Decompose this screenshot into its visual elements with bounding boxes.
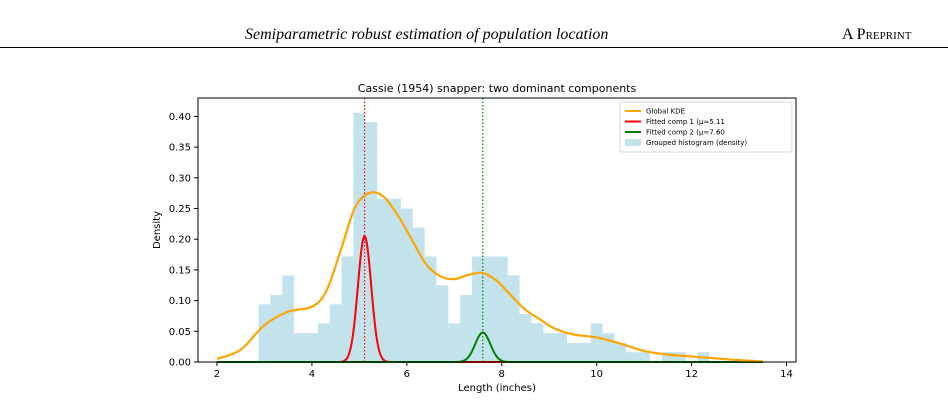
y-tick-label: 0.00 bbox=[169, 358, 191, 369]
histogram-bar bbox=[578, 342, 591, 362]
histogram-bar bbox=[507, 275, 520, 362]
x-tick-label: 6 bbox=[404, 369, 410, 380]
histogram-bar bbox=[424, 256, 437, 362]
legend-box bbox=[619, 101, 793, 153]
histogram-bar bbox=[614, 342, 627, 362]
histogram-bar bbox=[555, 333, 568, 362]
histogram-bar bbox=[412, 227, 425, 362]
histogram-bar bbox=[543, 333, 556, 362]
legend-entry-histogram: Grouped histogram (density) bbox=[646, 139, 747, 147]
legend-entry-comp2: Fitted comp 2 (μ≈7.60 bbox=[646, 129, 725, 137]
histogram-bars bbox=[258, 112, 710, 362]
histogram-bar bbox=[341, 256, 354, 362]
y-tick-label: 0.15 bbox=[169, 265, 191, 276]
histogram-bar bbox=[531, 323, 544, 362]
histogram-bar bbox=[602, 333, 615, 362]
y-tick-label: 0.25 bbox=[169, 204, 191, 215]
header-rule bbox=[0, 47, 948, 48]
legend-entry-kde: Global KDE bbox=[646, 108, 685, 116]
y-tick-label: 0.30 bbox=[169, 173, 191, 184]
histogram-bar bbox=[400, 208, 413, 362]
x-tick-label: 4 bbox=[309, 369, 315, 380]
plot-frame bbox=[197, 97, 797, 363]
histogram-bar bbox=[495, 256, 508, 362]
legend: Global KDE Fitted comp 1 (μ≈5.11 Fitted co… bbox=[619, 101, 793, 153]
y-tick-label: 0.20 bbox=[169, 235, 191, 246]
y-tick-label: 0.10 bbox=[169, 296, 191, 307]
histogram-bar bbox=[661, 352, 674, 362]
histogram-bar bbox=[448, 323, 461, 362]
histogram-bar bbox=[270, 295, 283, 362]
running-title: Semiparametric robust estimation of popu… bbox=[245, 26, 609, 43]
histogram-bar bbox=[436, 285, 449, 362]
legend-entry-comp1: Fitted comp 1 (μ≈5.11 bbox=[646, 118, 725, 126]
x-axis-title: Length (inches) bbox=[458, 383, 536, 394]
histogram-bar bbox=[317, 323, 330, 362]
x-tick-label: 2 bbox=[214, 369, 220, 380]
histogram-bar bbox=[638, 352, 651, 362]
y-axis-title: Density bbox=[152, 211, 163, 249]
histogram-bar bbox=[673, 352, 686, 362]
histogram-bar bbox=[329, 304, 342, 362]
density-chart: 2 4 6 8 10 12 14 0.000.050.100.150.200.250.300… bbox=[152, 82, 797, 394]
legend-swatch bbox=[625, 139, 641, 146]
x-axis-ticks: 2 4 6 8 10 12 14 bbox=[214, 362, 793, 380]
histogram-bar bbox=[305, 333, 318, 362]
histogram-bar bbox=[460, 295, 473, 362]
histogram-bar bbox=[389, 198, 401, 362]
y-tick-label: 0.35 bbox=[169, 143, 191, 154]
histogram-bar bbox=[626, 352, 639, 362]
kde-curve bbox=[216, 191, 763, 363]
x-tick-label: 10 bbox=[590, 369, 603, 380]
x-tick-label: 12 bbox=[685, 369, 698, 380]
histogram-bar bbox=[590, 323, 603, 362]
figure: 2 4 6 8 10 12 14 0.00 0.05 0.10 0.15 0.20 0.25 0.30 0… bbox=[0, 60, 948, 401]
histogram-bar bbox=[519, 314, 532, 362]
x-tick-label: 8 bbox=[499, 369, 505, 380]
histogram-bar bbox=[377, 198, 390, 362]
histogram-bar bbox=[365, 121, 378, 362]
chart-title: Cassie (1954) snapper: two dominant comp… bbox=[358, 82, 637, 95]
histogram-bar bbox=[353, 112, 366, 362]
histogram-bar bbox=[567, 342, 579, 362]
running-header: Semiparametric robust estimation of popu… bbox=[0, 0, 948, 48]
preprint-label: A Preprint bbox=[842, 26, 912, 43]
y-tick-label: 0.05 bbox=[169, 327, 191, 338]
histogram-bar bbox=[472, 256, 484, 362]
histogram-bar bbox=[483, 256, 496, 362]
y-tick-label: 0.40 bbox=[169, 112, 191, 123]
histogram-bar bbox=[282, 275, 295, 362]
x-tick-label: 14 bbox=[780, 369, 793, 380]
histogram-bar bbox=[258, 304, 271, 362]
y-axis-ticks: 0.00 0.05 0.10 0.15 0.20 0.25 0.30 0.35 0.40 bbox=[169, 112, 198, 369]
histogram-bar bbox=[294, 333, 306, 362]
